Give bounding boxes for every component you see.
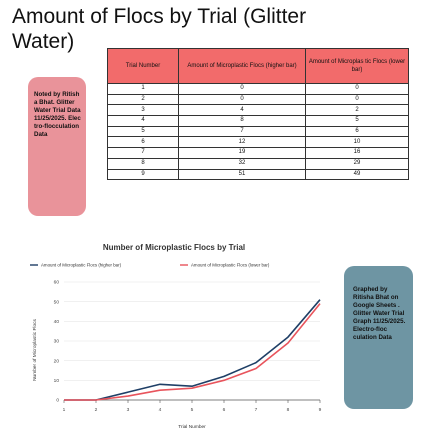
table-cell: 5 [305,115,409,127]
page-title: Amount of Flocs by Trial (Glitter Water) [12,5,307,53]
header-trial-number: Trial Number [107,48,179,84]
x-tick-label: 2 [95,407,98,413]
table-cell: 6 [305,125,409,138]
table-cell: 7 [107,147,179,159]
header-lower-bar: Amount of Microplas tic Flocs (lower bar… [305,48,409,84]
y-tick-label: 20 [54,358,60,364]
table-cell: 0 [178,93,306,106]
series-line-lower-bar [64,303,321,401]
x-tick-label: 9 [319,407,322,413]
chart-legend: Amount of Microplastic Flocs (higher bar… [30,263,270,268]
chart-series [64,299,321,401]
x-tick-label: 4 [159,407,162,413]
table-cell: 4 [107,115,179,127]
x-tick-label: 5 [191,407,194,413]
table-cell: 8 [107,157,179,170]
y-tick-label: 0 [56,398,59,404]
table-row: 8 32 29 [107,157,409,170]
y-tick-label: 30 [54,339,60,345]
table-cell: 7 [178,125,306,138]
x-tick-label: 1 [63,407,66,413]
legend-label: Amount of Microplastic Flocs (higher bar… [41,263,122,268]
table-cell: 49 [305,168,409,181]
x-axis-ticks: 1 2 3 4 5 6 7 8 9 [63,400,322,413]
table-cell: 0 [305,93,409,106]
table-row: 6 12 10 [107,136,409,149]
table-cell: 10 [305,136,409,149]
x-tick-label: 8 [287,407,290,413]
table-cell: 3 [107,104,179,117]
x-tick-label: 7 [255,407,258,413]
chart-title: Number of Microplastic Flocs by Trial [103,243,245,252]
table-cell: 2 [305,104,409,117]
x-axis-label: Trial Number [178,424,206,430]
table-header-row: Trial Number Amount of Microplastic Floc… [107,48,409,84]
y-tick-label: 60 [54,280,60,286]
y-tick-label: 40 [54,319,60,325]
legend-label: Amount of Microplastic Flocs (lower bar) [191,263,270,268]
table-cell: 19 [178,147,306,159]
table-cell: 1 [107,83,179,95]
table-cell: 29 [305,157,409,170]
table-cell: 8 [178,115,306,127]
table-row: 7 19 16 [107,147,409,159]
header-higher-bar: Amount of Microplastic Flocs (higher bar… [178,48,306,84]
x-tick-label: 6 [223,407,226,413]
table-cell: 4 [178,104,306,117]
table-cell: 0 [178,83,306,95]
x-tick-label: 3 [127,407,130,413]
y-tick-label: 10 [54,378,60,384]
table-cell: 32 [178,157,306,170]
chart-grid [64,281,320,401]
table-cell: 16 [305,147,409,159]
table-cell: 12 [178,136,306,149]
line-chart: Number of Microplastic Flocs by Trial Am… [30,243,322,430]
table-cell: 2 [107,93,179,106]
data-table: Trial Number Amount of Microplastic Floc… [107,48,409,181]
table-cell: 0 [305,83,409,95]
table-cell: 6 [107,136,179,149]
y-tick-label: 50 [54,299,60,305]
y-axis-ticks: 0 10 20 30 40 50 60 [54,280,60,404]
table-cell: 9 [107,168,179,181]
y-axis-label: Number of Microplastic Flocs [32,318,38,380]
table-cell: 51 [178,168,306,181]
table-row: 9 51 49 [107,168,409,181]
graphed-by-note: Graphed by Ritisha Bhat on Google Sheets… [344,266,413,409]
series-line-higher-bar [64,299,321,401]
noted-by-note: Noted by Ritisha Bhat. Glitter Water Tri… [28,77,86,216]
table-cell: 5 [107,125,179,138]
